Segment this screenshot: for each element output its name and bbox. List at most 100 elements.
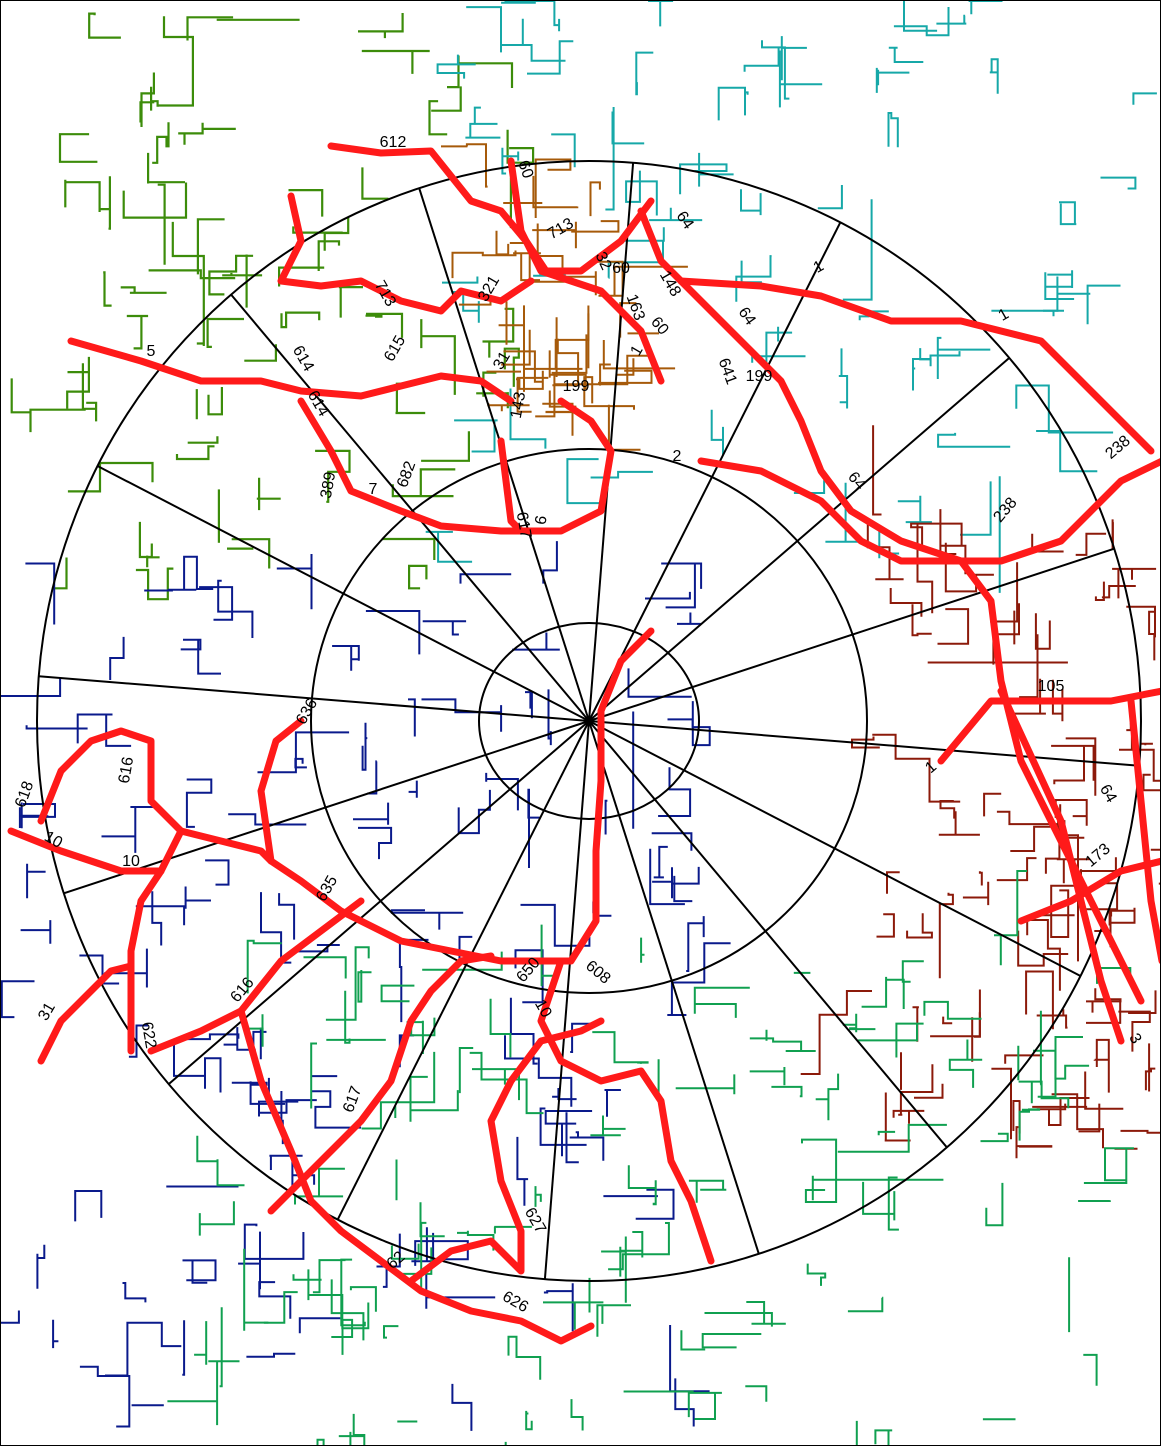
highlighted-route[interactable] xyxy=(997,687,1125,1045)
local-road xyxy=(173,1044,222,1093)
local-road xyxy=(428,100,448,136)
local-road xyxy=(81,363,98,422)
highlighted-route[interactable] xyxy=(1017,857,1161,925)
local-road xyxy=(243,1248,269,1331)
local-road xyxy=(842,1013,876,1033)
local-road xyxy=(619,1231,644,1277)
local-road xyxy=(599,363,611,386)
local-road xyxy=(503,347,520,387)
local-road xyxy=(199,586,234,621)
highlighted-route[interactable] xyxy=(127,867,165,1055)
local-road xyxy=(101,806,161,853)
highlighted-route[interactable] xyxy=(147,897,365,1055)
local-road xyxy=(288,189,324,217)
local-road xyxy=(390,909,464,930)
local-road xyxy=(231,538,271,569)
zone-northeast-roads xyxy=(425,1,1157,593)
highlighted-route[interactable] xyxy=(937,687,1161,765)
local-road xyxy=(540,924,557,987)
local-road xyxy=(505,301,508,345)
route-label: 1 xyxy=(922,758,940,777)
local-road xyxy=(544,1110,593,1157)
zone-west-roads xyxy=(1,541,731,1431)
local-road xyxy=(244,344,277,362)
highlighted-route[interactable] xyxy=(37,962,135,1065)
highlighted-route[interactable] xyxy=(1127,697,1161,964)
local-road xyxy=(554,354,653,386)
highlighted-route[interactable] xyxy=(677,277,1155,455)
highlighted-route[interactable] xyxy=(697,457,1161,565)
local-road xyxy=(1017,930,1069,967)
highlighted-route[interactable] xyxy=(537,957,715,1265)
route-label: 617 xyxy=(340,1084,365,1115)
local-road xyxy=(674,1378,695,1427)
local-road xyxy=(1112,567,1157,599)
sector-spoke xyxy=(588,357,1010,722)
highlighted-route[interactable] xyxy=(297,397,615,535)
local-road xyxy=(525,691,533,719)
highlighted-route[interactable] xyxy=(327,142,655,275)
local-road xyxy=(901,960,924,983)
local-road xyxy=(605,107,615,211)
local-road xyxy=(566,458,602,505)
local-road xyxy=(365,610,421,655)
local-road xyxy=(938,811,980,836)
local-road xyxy=(196,1135,245,1187)
local-road xyxy=(180,638,221,675)
local-road xyxy=(973,989,981,1038)
highlighted-route[interactable] xyxy=(497,437,525,535)
local-road xyxy=(543,1283,574,1332)
local-road xyxy=(1047,270,1074,288)
highlighted-route[interactable] xyxy=(177,827,275,865)
local-road xyxy=(482,307,515,358)
local-road xyxy=(800,990,872,1075)
highlighted-route[interactable] xyxy=(407,1017,605,1285)
local-road xyxy=(1108,907,1136,926)
local-road xyxy=(817,185,843,210)
highlighted-route[interactable] xyxy=(277,192,535,315)
local-road xyxy=(280,311,321,329)
route-label: 617 xyxy=(513,511,534,540)
highlighted-route[interactable] xyxy=(67,337,515,405)
local-road xyxy=(205,859,230,886)
local-road xyxy=(527,788,540,868)
local-road xyxy=(673,875,693,903)
local-road xyxy=(397,1247,433,1275)
sector-spoke xyxy=(588,162,635,722)
local-road xyxy=(704,1312,773,1327)
route-label: 32 xyxy=(592,249,615,272)
local-road xyxy=(543,1301,604,1330)
local-road xyxy=(128,1024,149,1058)
local-road xyxy=(447,55,514,89)
route-label: 622 xyxy=(138,1021,159,1050)
route-label: 608 xyxy=(582,957,613,987)
local-road xyxy=(207,387,223,416)
local-road xyxy=(246,939,282,994)
highlighted-route[interactable] xyxy=(237,1007,595,1345)
local-road xyxy=(596,1304,631,1337)
highlighted-route[interactable] xyxy=(7,727,185,875)
highlighted-route[interactable] xyxy=(267,952,495,1215)
local-road xyxy=(150,86,159,111)
local-road xyxy=(294,757,307,769)
local-road xyxy=(735,255,772,302)
local-road xyxy=(962,881,990,906)
local-road xyxy=(1,678,62,697)
local-road xyxy=(103,271,112,307)
local-road xyxy=(1120,1129,1160,1134)
local-road xyxy=(441,143,488,188)
local-road xyxy=(887,1176,899,1231)
local-road xyxy=(698,152,734,187)
route-label: 2 xyxy=(673,448,682,465)
local-road xyxy=(421,431,470,462)
local-road xyxy=(590,1115,626,1137)
local-road xyxy=(184,886,211,909)
local-road xyxy=(686,916,705,972)
highlighted-route[interactable] xyxy=(507,157,665,385)
local-road xyxy=(414,1240,469,1266)
local-road xyxy=(717,86,749,121)
local-road xyxy=(743,48,780,72)
local-road xyxy=(248,1014,264,1047)
highlighted-route[interactable] xyxy=(637,207,1145,1005)
